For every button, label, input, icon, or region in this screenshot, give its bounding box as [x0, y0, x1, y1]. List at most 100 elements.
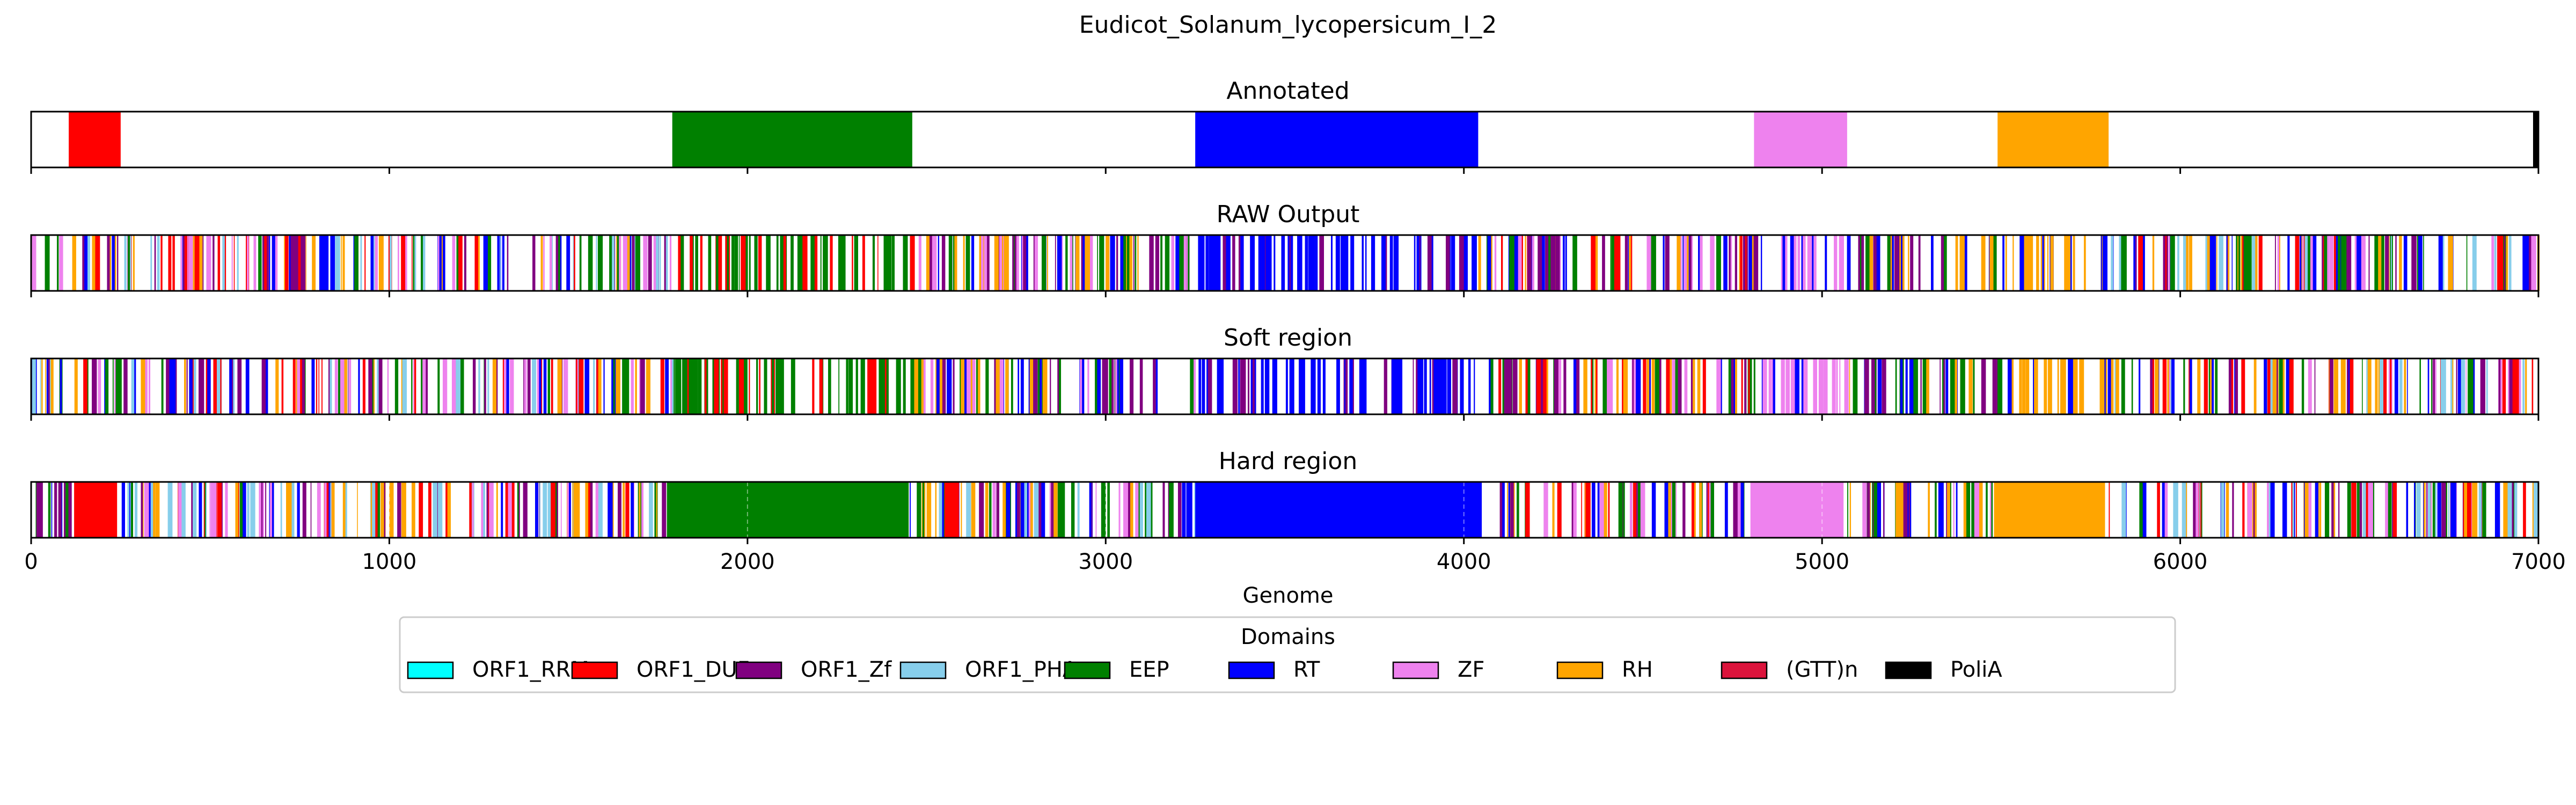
- domain-stripe: [192, 482, 197, 538]
- domain-stripe: [2406, 482, 2409, 538]
- domain-stripe: [1573, 482, 1577, 538]
- domain-stripe: [631, 358, 634, 414]
- domain-stripe: [2390, 358, 2392, 414]
- domain-stripe: [1813, 235, 1817, 291]
- domain-stripe: [222, 235, 226, 291]
- domain-stripe: [1648, 358, 1651, 414]
- domain-stripe: [150, 235, 152, 291]
- domain-stripe: [2341, 235, 2346, 291]
- domain-stripe: [1723, 235, 1728, 291]
- domain-stripe: [2246, 235, 2252, 291]
- domain-stripe: [2157, 482, 2160, 538]
- domain-stripe: [1920, 358, 1922, 414]
- legend-label: PoliA: [1950, 657, 2002, 682]
- domain-stripe: [1693, 358, 1695, 414]
- domain-stripe: [630, 235, 632, 291]
- domain-stripe: [802, 235, 808, 291]
- domain-stripe: [2394, 358, 2398, 414]
- domain-stripe: [401, 235, 405, 291]
- domain-stripe: [1024, 482, 1027, 538]
- domain-stripe: [272, 235, 275, 291]
- domain-stripe: [1428, 235, 1430, 291]
- domain-stripe: [301, 358, 305, 414]
- domain-stripe: [113, 235, 115, 291]
- domain-stripe: [1213, 235, 1218, 291]
- domain-stripe: [1340, 235, 1345, 291]
- domain-stripe: [1363, 358, 1367, 414]
- domain-stripe: [1552, 482, 1555, 538]
- domain-stripe: [2279, 358, 2283, 414]
- domain-stripe: [573, 235, 574, 291]
- domain-stripe: [1861, 235, 1864, 291]
- domain-stripe: [1944, 235, 1947, 291]
- domain-stripe: [2171, 358, 2175, 414]
- domain-stripe: [289, 235, 292, 291]
- domain-stripe: [688, 358, 692, 414]
- domain-stripe: [2047, 358, 2052, 414]
- domain-stripe: [109, 235, 112, 291]
- domain-stripe: [428, 482, 431, 538]
- domain-stripe: [801, 235, 802, 291]
- domain-stripe: [2073, 235, 2075, 291]
- domain-stripe: [45, 235, 50, 291]
- domain-stripe: [1892, 235, 1894, 291]
- domain-stripe: [1748, 235, 1752, 291]
- domain-stripe: [2407, 358, 2408, 414]
- domain-stripe: [1836, 358, 1838, 414]
- legend-entry: ORF1_DUF: [571, 657, 750, 682]
- domain-stripe: [1507, 358, 1512, 414]
- domain-stripe: [585, 482, 590, 538]
- domain-stripe: [1602, 235, 1605, 291]
- domain-stripe: [518, 482, 520, 538]
- domain-stripe: [756, 358, 758, 414]
- domain-stripe: [948, 235, 953, 291]
- domain-stripe: [141, 482, 143, 538]
- domain-stripe: [1162, 482, 1165, 538]
- domain-stripe: [662, 482, 667, 538]
- domain-stripe: [2423, 235, 2424, 291]
- panel-background: [31, 358, 2538, 414]
- domain-stripe: [216, 358, 222, 414]
- legend-label: (GTT)n: [1786, 657, 1858, 682]
- domain-stripe: [184, 358, 186, 414]
- domain-stripe: [1901, 235, 1902, 291]
- domain-stripe: [324, 235, 329, 291]
- domain-stripe: [297, 358, 301, 414]
- domain-stripe: [1138, 482, 1143, 538]
- domain-stripe: [743, 235, 748, 291]
- domain-stripe: [48, 358, 50, 414]
- domain-stripe: [54, 482, 57, 538]
- domain-stripe: [117, 235, 119, 291]
- domain-stripe: [1137, 482, 1140, 538]
- domain-stripe: [560, 482, 562, 538]
- domain-stripe: [2375, 358, 2378, 414]
- domain-stripe: [2324, 482, 2330, 538]
- domain-stripe: [486, 482, 488, 538]
- domain-stripe: [1315, 235, 1318, 291]
- domain-stripe: [1061, 235, 1063, 291]
- domain-stripe: [984, 235, 987, 291]
- legend-title: Domains: [1241, 625, 1335, 649]
- domain-stripe: [1562, 235, 1565, 291]
- domain-stripe: [1308, 235, 1312, 291]
- domain-stripe: [1946, 482, 1950, 538]
- domain-stripe: [2435, 482, 2437, 538]
- domain-stripe: [484, 358, 486, 414]
- domain-stripe: [1710, 482, 1714, 538]
- domain-stripe: [368, 358, 373, 414]
- domain-stripe: [297, 482, 300, 538]
- domain-stripe: [1055, 235, 1056, 291]
- legend-entry: EEP: [1064, 657, 1169, 682]
- domain-stripe: [1608, 482, 1610, 538]
- domain-stripe: [2022, 358, 2024, 414]
- domain-stripe: [1057, 482, 1063, 538]
- domain-stripe: [172, 235, 175, 291]
- domain-stripe: [595, 482, 599, 538]
- domain-stripe: [1281, 235, 1285, 291]
- domain-stripe: [2050, 235, 2054, 291]
- domain-stripe: [2168, 235, 2170, 291]
- domain-stripe: [1431, 235, 1433, 291]
- domain-stripe: [421, 235, 423, 291]
- domain-stripe: [557, 358, 562, 414]
- domain-stripe: [2514, 358, 2519, 414]
